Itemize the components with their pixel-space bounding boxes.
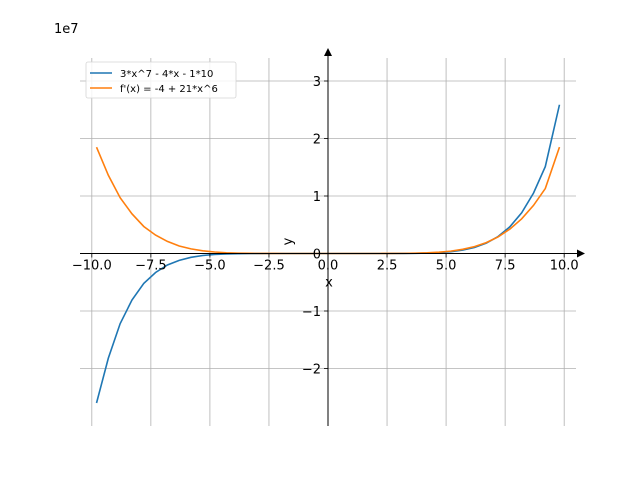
x-tick-label-0: −10.0 xyxy=(72,259,112,274)
x-tick-label-1: −7.5 xyxy=(135,259,167,274)
y-tick-label-3: 1 xyxy=(313,190,321,205)
ticks: −10.0 −7.5 −5.0 −2.5 0.0 2.5 5.0 7.5 10.0 −2 −1 0 1 2… xyxy=(72,75,579,378)
x-tick-label-7: 7.5 xyxy=(495,259,516,274)
legend-label-1: f'(x) = -4 + 21*x^6 xyxy=(120,84,218,95)
y-tick-label-5: 3 xyxy=(313,75,321,90)
x-axis-label: x xyxy=(325,276,333,291)
legend-box xyxy=(85,61,237,99)
y-axis-arrow xyxy=(324,48,332,56)
y-tick-label-1: −1 xyxy=(302,305,321,320)
x-tick-label-4: 0.0 xyxy=(318,259,339,274)
x-tick-label-8: 10.0 xyxy=(550,259,579,274)
y-tick-label-0: −2 xyxy=(302,363,321,378)
y-tick-label-2: 0 xyxy=(313,248,321,263)
x-tick-label-3: −2.5 xyxy=(253,259,285,274)
x-tick-label-2: −5.0 xyxy=(194,259,226,274)
axes xyxy=(80,48,585,426)
x-axis-arrow xyxy=(577,249,585,258)
legend-label-0: 3*x^7 - 4*x - 1*10 xyxy=(120,69,213,80)
x-tick-label-5: 2.5 xyxy=(377,259,398,274)
y-axis-label: y xyxy=(281,237,296,245)
y-tick-label-4: 2 xyxy=(313,133,321,148)
legend: 3*x^7 - 4*x - 1*10 f'(x) = -4 + 21*x^6 xyxy=(85,61,237,99)
y-offset-text: 1e7 xyxy=(54,22,79,37)
x-tick-label-6: 5.0 xyxy=(436,259,457,274)
